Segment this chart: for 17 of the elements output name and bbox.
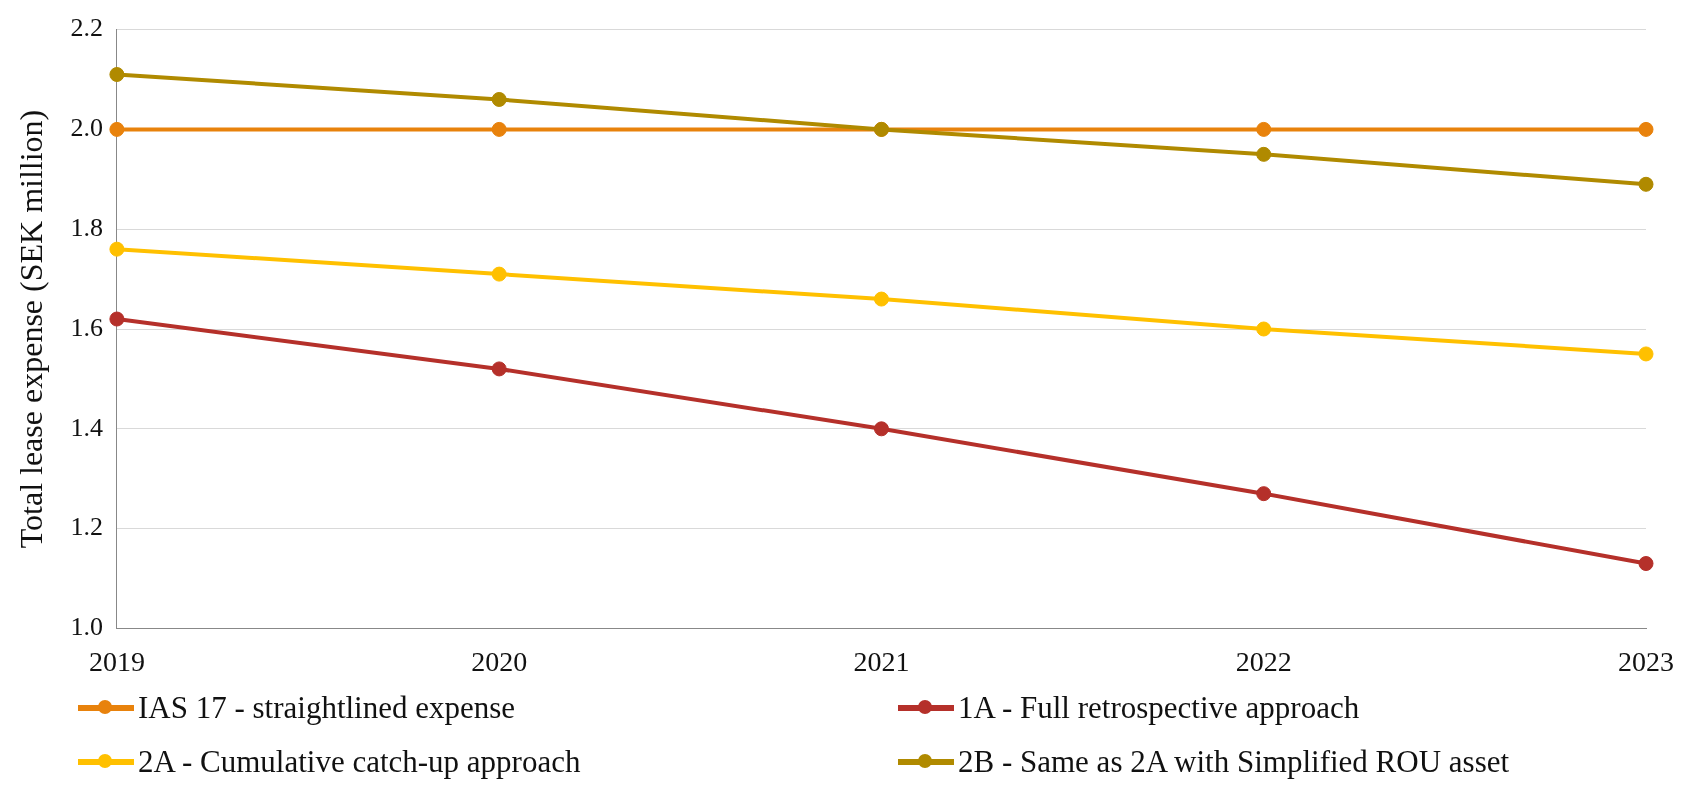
legend-label: 2A - Cumulative catch-up approach bbox=[138, 744, 581, 780]
y-tick-label: 1.4 bbox=[70, 412, 103, 442]
legend-label: 1A - Full retrospective approach bbox=[958, 690, 1360, 726]
x-tick-label: 2022 bbox=[1235, 645, 1292, 677]
x-tick-label: 2020 bbox=[471, 645, 528, 677]
x-tick-label: 2019 bbox=[88, 645, 145, 677]
x-tick-label: 2021 bbox=[853, 645, 910, 677]
y-tick-label: 1.0 bbox=[70, 612, 103, 642]
legend-label: 2B - Same as 2A with Simplified ROU asset bbox=[958, 744, 1510, 780]
y-tick-label: 1.8 bbox=[70, 213, 103, 243]
y-tick-label: 2.0 bbox=[70, 113, 103, 143]
y-tick-label: 2.2 bbox=[70, 13, 103, 43]
y-tick-label: 1.6 bbox=[70, 312, 103, 342]
y-axis-title: Total lease expense (SEK million) bbox=[12, 109, 49, 549]
legend-label: IAS 17 - straightlined expense bbox=[138, 690, 516, 726]
x-tick-label: 2023 bbox=[1618, 645, 1674, 677]
y-tick-label: 1.2 bbox=[70, 512, 103, 542]
